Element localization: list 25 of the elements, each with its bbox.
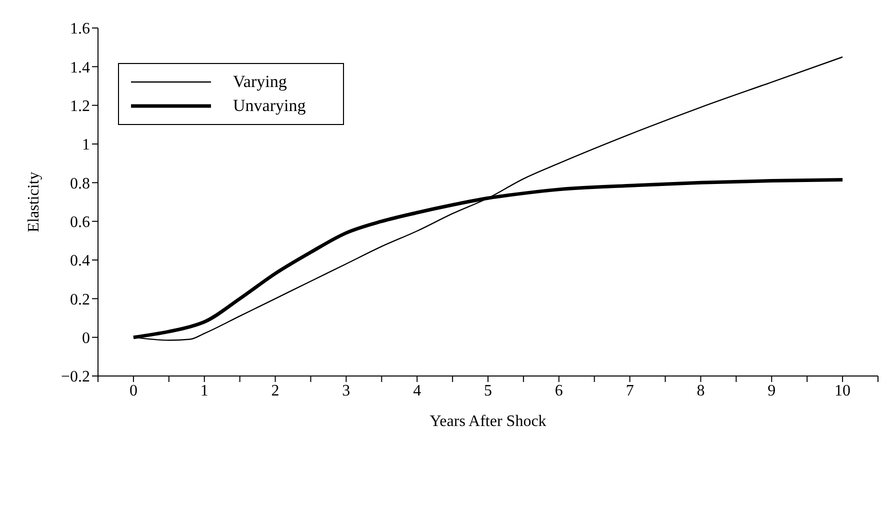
- legend-label: Unvarying: [233, 96, 306, 116]
- x-tick-label: 3: [342, 382, 350, 400]
- x-tick-label: 2: [271, 382, 280, 400]
- y-tick-label: 0.6: [70, 214, 90, 232]
- y-axis-title: Elasticity: [26, 172, 43, 232]
- y-tick-label: −0.2: [60, 368, 90, 386]
- y-tick-label: 0.8: [70, 175, 90, 192]
- x-tick-label: 4: [413, 382, 422, 400]
- x-tick-label: 7: [626, 382, 634, 400]
- legend-label: Varying: [233, 72, 287, 92]
- y-tick-label: 1.2: [70, 98, 90, 116]
- y-tick-label: 0.2: [70, 291, 90, 308]
- x-tick-label: 5: [484, 382, 492, 400]
- x-tick-label: 10: [834, 382, 851, 400]
- x-tick-label: 6: [554, 382, 563, 400]
- y-tick-label: 0: [82, 330, 90, 348]
- x-tick-label: 0: [129, 382, 138, 400]
- x-axis-title: Years After Shock: [430, 413, 546, 430]
- x-tick-label: 8: [696, 382, 705, 400]
- y-tick-label: 1.4: [70, 59, 90, 76]
- x-tick-label: 1: [200, 382, 208, 400]
- x-tick-label: 9: [768, 382, 776, 400]
- y-tick-label: 1: [82, 136, 90, 154]
- y-tick-label: 0.4: [70, 252, 90, 270]
- y-tick-label: 1.6: [70, 20, 90, 38]
